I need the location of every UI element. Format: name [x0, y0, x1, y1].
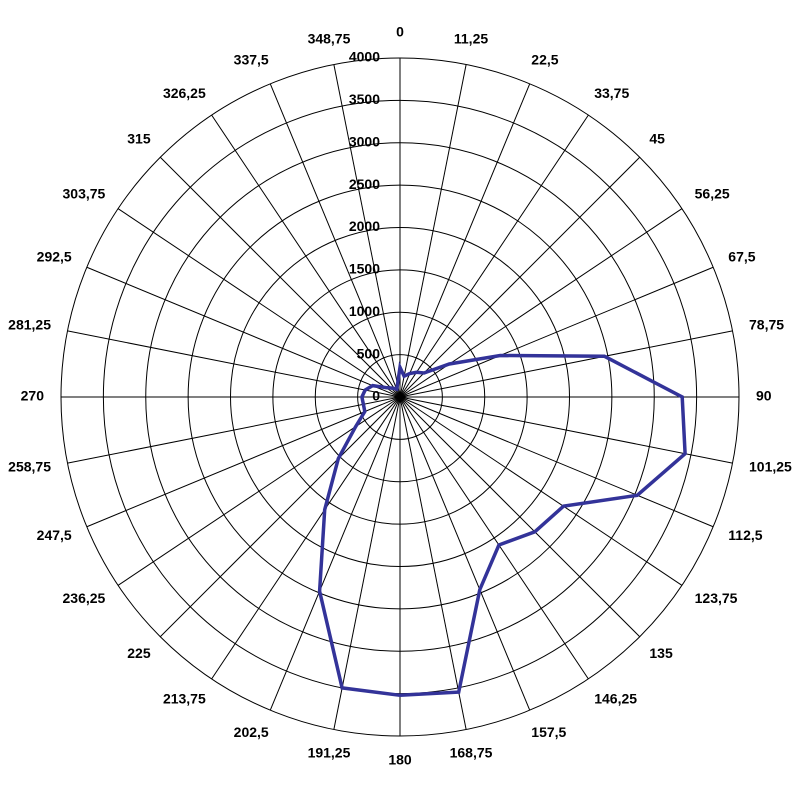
angle-label: 11,25 [454, 31, 488, 47]
angle-label: 281,25 [8, 317, 51, 333]
angle-label: 78,75 [749, 317, 784, 333]
angle-label: 123,75 [695, 590, 738, 606]
angle-label: 168,75 [450, 745, 493, 761]
angle-label: 348,75 [308, 31, 351, 47]
spoke [399, 330, 733, 398]
r-tick-label: 1500 [349, 261, 380, 277]
spoke [269, 83, 401, 398]
spoke [67, 330, 401, 398]
angle-label: 303,75 [63, 185, 106, 201]
spoke [399, 396, 683, 586]
angle-label: 135 [649, 645, 673, 661]
angle-label: 0 [396, 24, 404, 40]
angle-label: 315 [127, 130, 151, 146]
angle-label: 191,25 [308, 745, 351, 761]
angle-label: 112,5 [728, 527, 762, 543]
angle-label: 270 [21, 388, 45, 404]
angle-label: 146,25 [594, 690, 637, 706]
spoke [399, 396, 714, 528]
spoke [399, 396, 589, 680]
r-tick-label: 4000 [349, 49, 380, 65]
angle-label: 101,25 [749, 459, 792, 475]
angle-label: 202,5 [234, 724, 269, 740]
angle-label: 247,5 [37, 527, 72, 543]
spoke [399, 64, 467, 398]
angle-label: 292,5 [37, 248, 72, 264]
spoke [399, 156, 641, 398]
spoke [67, 396, 401, 464]
angle-label: 258,75 [8, 459, 51, 475]
r-tick-label: 3000 [349, 133, 380, 149]
angle-label: 22,5 [531, 51, 558, 67]
angle-label: 56,25 [695, 185, 730, 201]
spoke [117, 208, 401, 398]
series-line [317, 353, 687, 698]
r-tick-label: 3500 [349, 91, 380, 107]
angle-label: 90 [756, 388, 772, 404]
spoke [333, 396, 401, 730]
angle-label: 225 [127, 645, 151, 661]
angle-label: 67,5 [728, 248, 755, 264]
spoke [399, 266, 714, 398]
spoke [269, 396, 401, 711]
angle-label: 213,75 [163, 690, 206, 706]
spoke [211, 396, 401, 680]
spoke [399, 83, 531, 398]
spoke [399, 396, 531, 711]
spoke [86, 266, 401, 398]
spoke [399, 396, 641, 638]
spoke [159, 396, 401, 638]
angle-label: 337,5 [234, 51, 269, 67]
spoke [159, 156, 401, 398]
r-tick-label: 0 [372, 388, 380, 404]
angle-label: 45 [649, 130, 665, 146]
spoke [86, 396, 401, 528]
spoke [333, 64, 401, 398]
angle-label: 236,25 [63, 590, 106, 606]
spoke [399, 114, 589, 398]
r-tick-label: 2500 [349, 176, 380, 192]
spoke [211, 114, 401, 398]
r-tick-label: 2000 [349, 218, 380, 234]
angle-label: 157,5 [531, 724, 566, 740]
r-tick-label: 500 [357, 345, 381, 361]
angle-label: 326,25 [163, 85, 206, 101]
angle-label: 33,75 [594, 85, 629, 101]
r-tick-label: 1000 [349, 303, 380, 319]
angle-label: 180 [388, 752, 412, 768]
spoke [399, 396, 733, 464]
spoke [399, 396, 467, 730]
